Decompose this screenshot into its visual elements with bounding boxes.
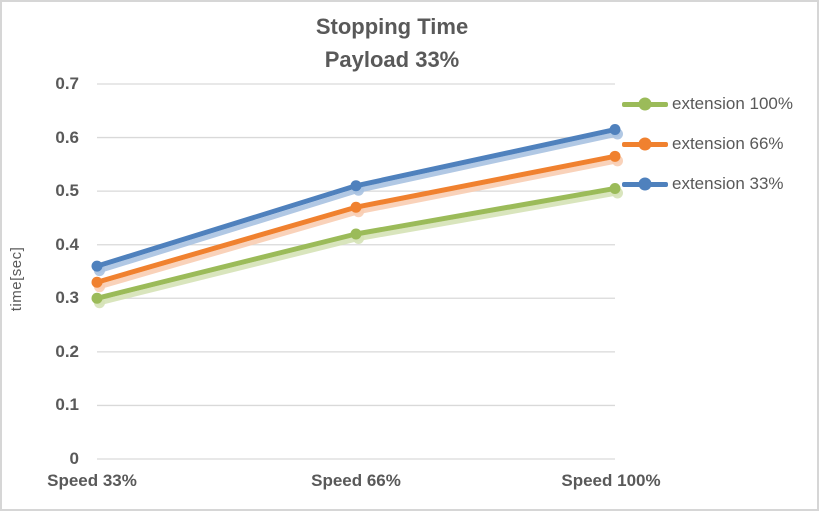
chart-title: Stopping Time xyxy=(315,14,469,39)
data-point-marker xyxy=(91,260,103,272)
y-tick-label: 0.6 xyxy=(55,127,79,147)
legend: extension 100% extension 66% extension 33% xyxy=(622,84,817,204)
legend-item: extension 100% xyxy=(622,84,817,124)
data-point-marker xyxy=(350,180,362,192)
chart-subtitle: Payload 33% xyxy=(324,47,460,72)
legend-line-marker-icon xyxy=(622,137,668,151)
y-tick-label: 0.5 xyxy=(55,181,79,201)
y-tick-label: 0.3 xyxy=(55,288,79,308)
y-tick-label: 0.1 xyxy=(55,395,79,415)
data-point-marker xyxy=(350,201,362,213)
data-point-marker xyxy=(609,182,621,194)
x-tick-label: Speed 100% xyxy=(561,471,661,490)
legend-dot-icon xyxy=(638,177,652,191)
data-point-marker xyxy=(91,276,103,288)
chart-title-block: Stopping Time Payload 33% xyxy=(2,10,782,76)
legend-line-marker-icon xyxy=(622,97,668,111)
plot-area xyxy=(91,83,623,460)
legend-line-marker-icon xyxy=(622,177,668,191)
data-point-marker xyxy=(91,292,103,304)
legend-label: extension 66% xyxy=(672,134,784,153)
data-point-marker xyxy=(609,124,621,136)
x-tick-label: Speed 33% xyxy=(47,471,137,490)
legend-dot-icon xyxy=(638,137,652,151)
y-tick-label: 0.4 xyxy=(55,234,79,254)
legend-dot-icon xyxy=(638,97,652,111)
x-tick-label: Speed 66% xyxy=(311,471,401,490)
data-point-marker xyxy=(609,150,621,162)
y-tick-label: 0.7 xyxy=(55,74,79,93)
legend-label: extension 33% xyxy=(672,174,784,193)
legend-item: extension 33% xyxy=(622,164,817,204)
legend-label: extension 100% xyxy=(672,94,793,113)
legend-item: extension 66% xyxy=(622,124,817,164)
data-point-marker xyxy=(350,228,362,240)
y-tick-label: 0 xyxy=(69,449,79,468)
y-axis-tick-labels: 0.7 0.6 0.5 0.4 0.3 0.2 0.1 0 xyxy=(2,2,79,509)
y-tick-label: 0.2 xyxy=(55,341,79,361)
